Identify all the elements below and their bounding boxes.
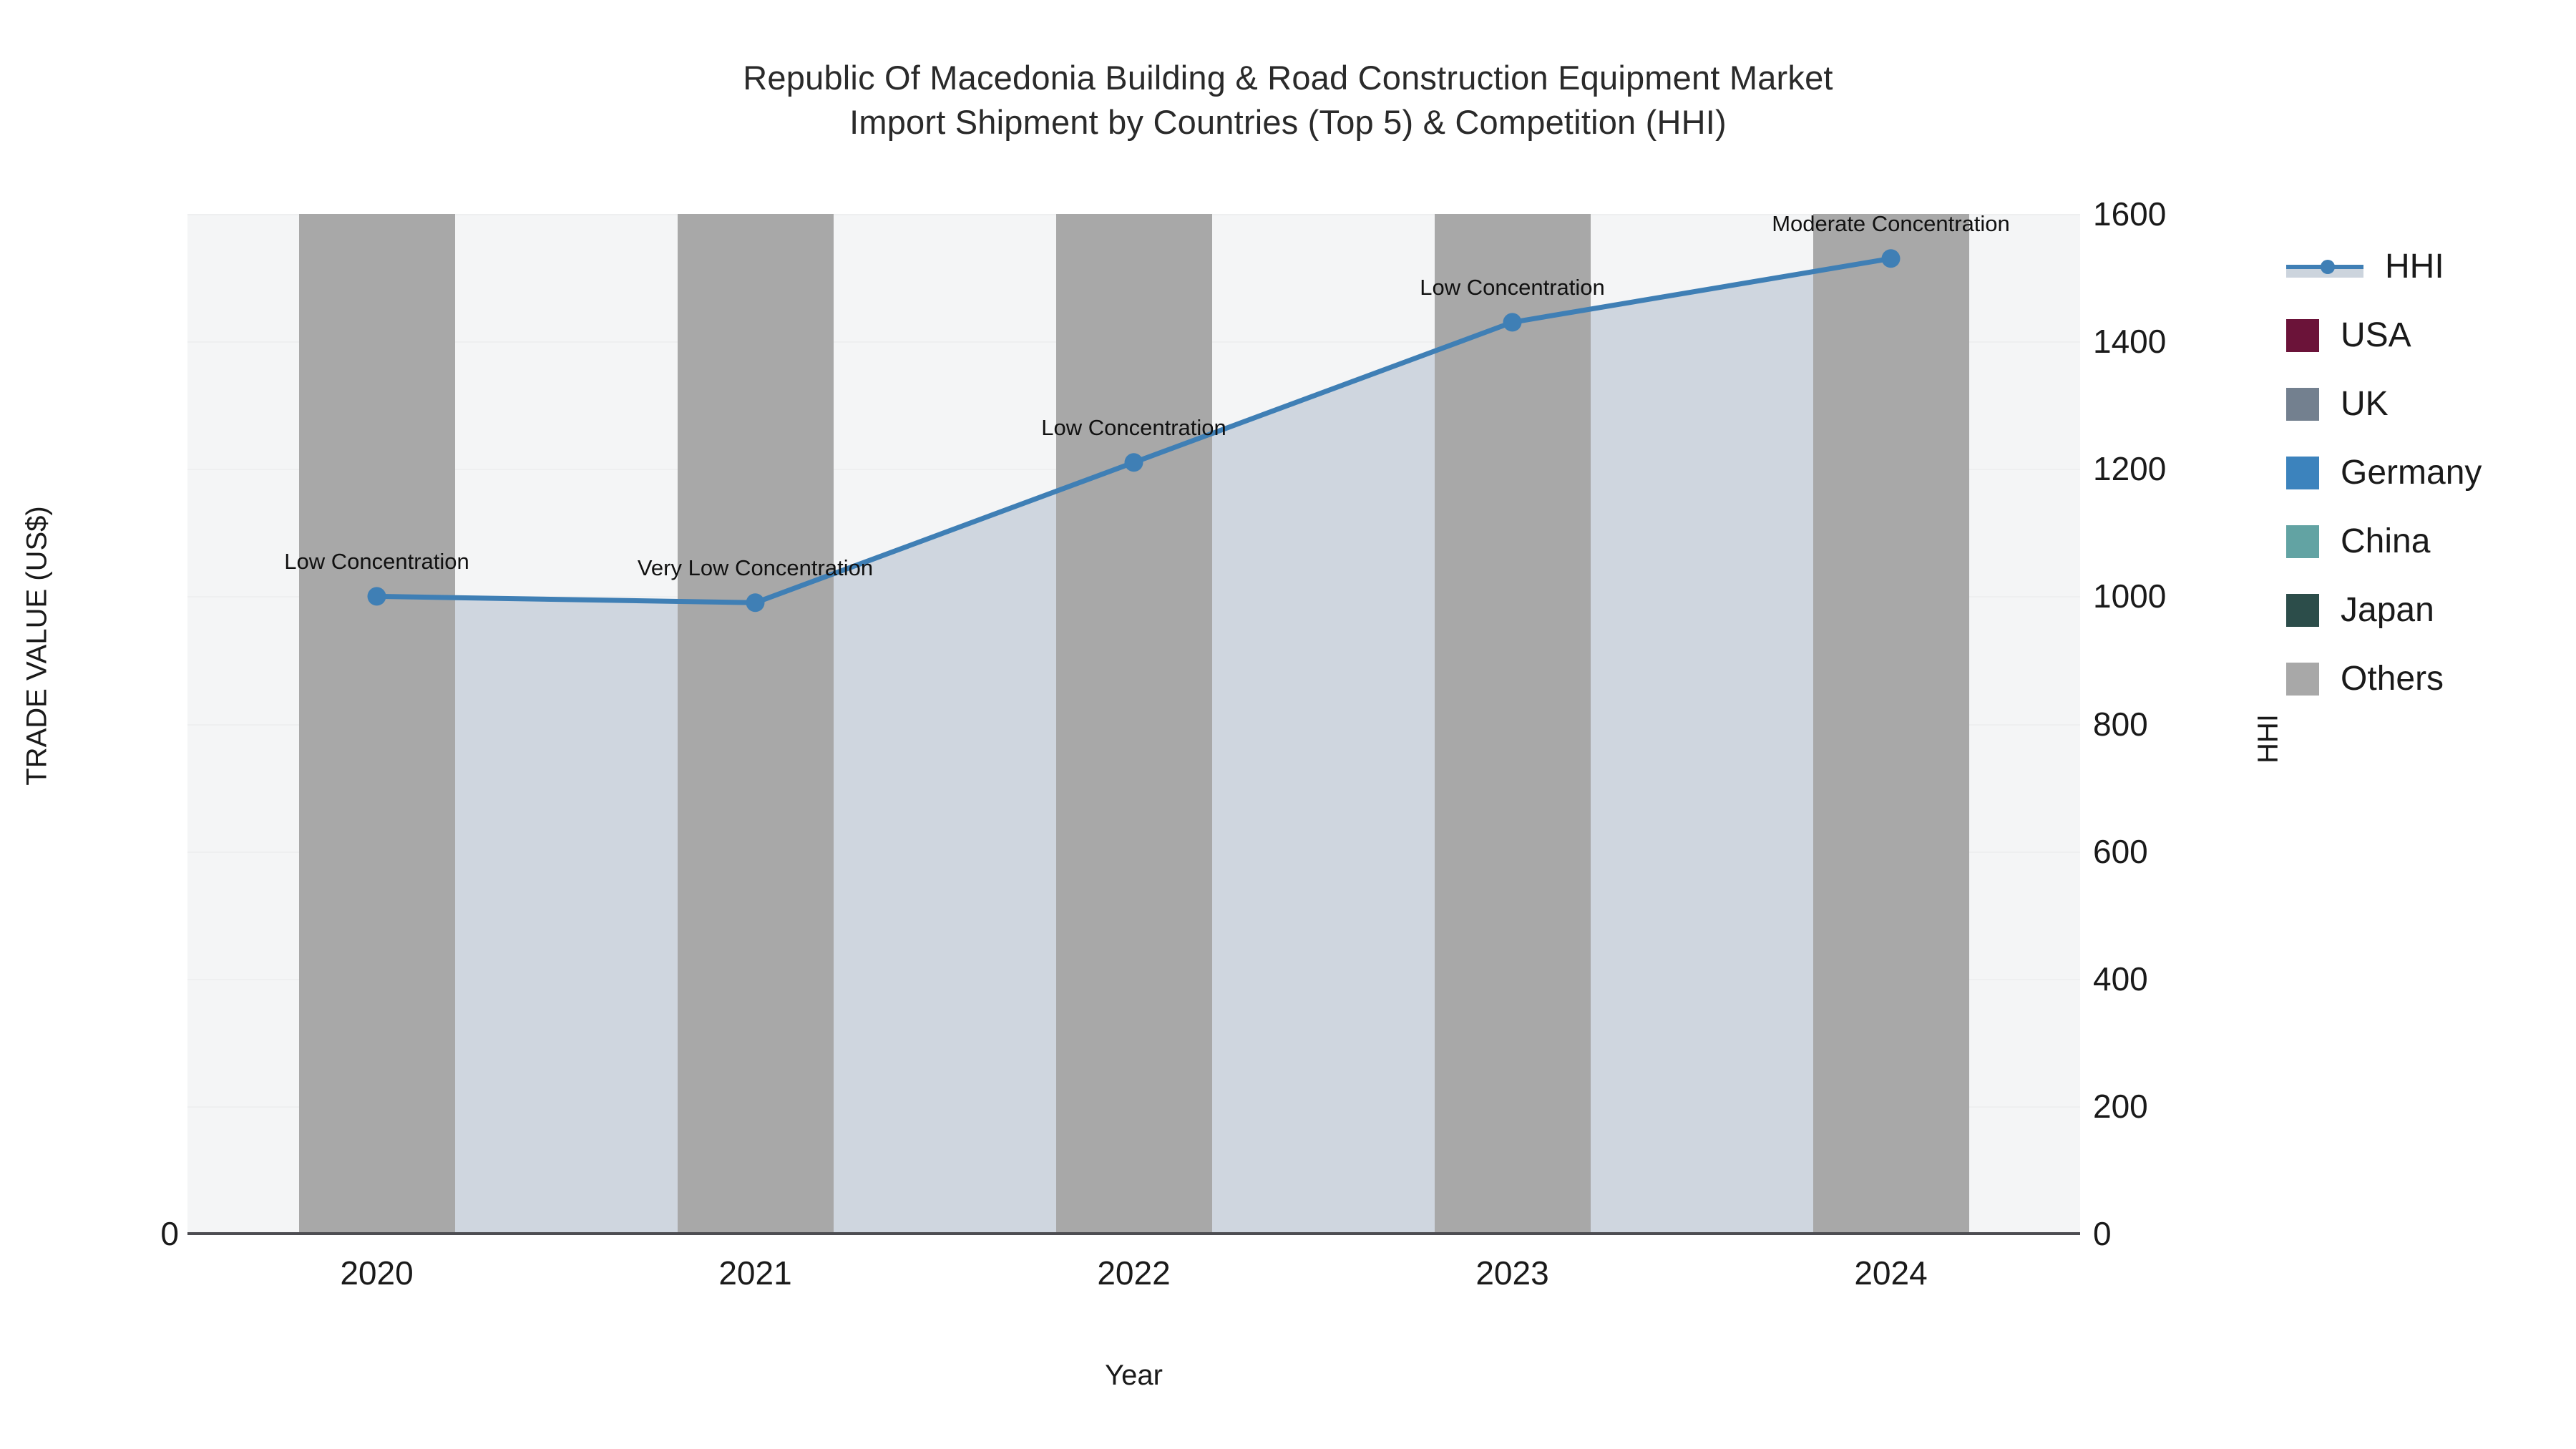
hhi-marker[interactable] bbox=[1881, 249, 1901, 268]
bar-group[interactable] bbox=[677, 214, 834, 1234]
legend-swatch bbox=[2286, 388, 2319, 421]
legend-line-marker bbox=[2286, 250, 2363, 283]
bar-segment-others[interactable] bbox=[298, 214, 455, 1234]
y-axis-right-title: HHI bbox=[2252, 714, 2284, 763]
y-tick-label-right: 400 bbox=[2093, 960, 2148, 997]
hhi-annotation: Very Low Concentration bbox=[637, 555, 874, 581]
chart-title: Republic Of Macedonia Building & Road Co… bbox=[0, 56, 2576, 145]
hhi-annotation: Low Concentration bbox=[1420, 275, 1605, 301]
legend-item-uk[interactable]: UK bbox=[2286, 370, 2482, 439]
y-tick-label-right: 800 bbox=[2093, 705, 2148, 743]
y-tick-label-right: 1200 bbox=[2093, 450, 2167, 488]
legend-swatch bbox=[2286, 525, 2319, 558]
hhi-annotation: Moderate Concentration bbox=[1772, 214, 2010, 237]
x-tick-label: 2020 bbox=[340, 1254, 414, 1292]
legend-label: Others bbox=[2341, 660, 2444, 698]
y-tick-label-right: 0 bbox=[2093, 1215, 2112, 1252]
plot-area: Low Concentration Very Low Concentration L… bbox=[187, 214, 2080, 1234]
legend-item-germany[interactable]: Germany bbox=[2286, 439, 2482, 507]
hhi-annotation: Low Concentration bbox=[1041, 415, 1226, 441]
hhi-line-overlay bbox=[367, 249, 1901, 613]
bar-group[interactable] bbox=[298, 214, 455, 1234]
hhi-marker[interactable] bbox=[367, 587, 386, 606]
y-tick-label-right: 1400 bbox=[2093, 323, 2167, 361]
y-axis-left-title: TRADE VALUE (US$) bbox=[21, 506, 53, 786]
legend-item-china[interactable]: China bbox=[2286, 507, 2482, 576]
bar-group[interactable] bbox=[1813, 214, 1969, 1234]
y-tick-label-right: 200 bbox=[2093, 1087, 2148, 1125]
hhi-annotation: Low Concentration bbox=[284, 549, 469, 575]
legend-item-usa[interactable]: USA bbox=[2286, 301, 2482, 370]
legend-item-hhi[interactable]: HHI bbox=[2286, 233, 2482, 301]
bar-segment-others[interactable] bbox=[1434, 214, 1591, 1234]
x-tick-label: 2022 bbox=[1097, 1254, 1171, 1292]
y-tick-label-right: 600 bbox=[2093, 832, 2148, 870]
bar-segment-others[interactable] bbox=[1813, 214, 1969, 1234]
bar-group[interactable] bbox=[1055, 214, 1212, 1234]
x-axis-line bbox=[187, 1232, 2080, 1235]
legend-swatch bbox=[2286, 457, 2319, 489]
x-tick-label: 2024 bbox=[1854, 1254, 1928, 1292]
legend-label: China bbox=[2341, 522, 2431, 560]
chart-title-line1: Republic Of Macedonia Building & Road Co… bbox=[743, 59, 1833, 97]
legend-label: USA bbox=[2341, 316, 2411, 354]
hhi-marker[interactable] bbox=[746, 593, 765, 613]
legend-item-others[interactable]: Others bbox=[2286, 645, 2482, 713]
hhi-marker[interactable] bbox=[1503, 313, 1522, 332]
legend-label: HHI bbox=[2385, 248, 2444, 286]
y-tick-label-left: 0 bbox=[160, 1215, 179, 1252]
y-tick-label-right: 1600 bbox=[2093, 195, 2167, 233]
bar-segment-others[interactable] bbox=[1055, 214, 1212, 1234]
legend-swatch bbox=[2286, 663, 2319, 696]
bar-group[interactable] bbox=[1434, 214, 1591, 1234]
legend-label: UK bbox=[2341, 385, 2389, 423]
legend: HHI USA UK Germany China Japan Others bbox=[2286, 233, 2482, 713]
x-tick-label: 2023 bbox=[1475, 1254, 1549, 1292]
hhi-marker[interactable] bbox=[1124, 453, 1143, 472]
y-tick-label-right: 1000 bbox=[2093, 577, 2167, 615]
chart-title-line2: Import Shipment by Countries (Top 5) & C… bbox=[849, 103, 1727, 142]
legend-label: Germany bbox=[2341, 454, 2482, 492]
legend-item-japan[interactable]: Japan bbox=[2286, 576, 2482, 645]
plot-inner: Low Concentration Very Low Concentration L… bbox=[187, 214, 2080, 1234]
x-axis-title: Year bbox=[1105, 1360, 1163, 1391]
legend-swatch bbox=[2286, 594, 2319, 627]
bar-segment-others[interactable] bbox=[677, 214, 834, 1234]
x-tick-label: 2021 bbox=[718, 1254, 792, 1292]
legend-label: Japan bbox=[2341, 591, 2434, 629]
legend-swatch bbox=[2286, 319, 2319, 352]
